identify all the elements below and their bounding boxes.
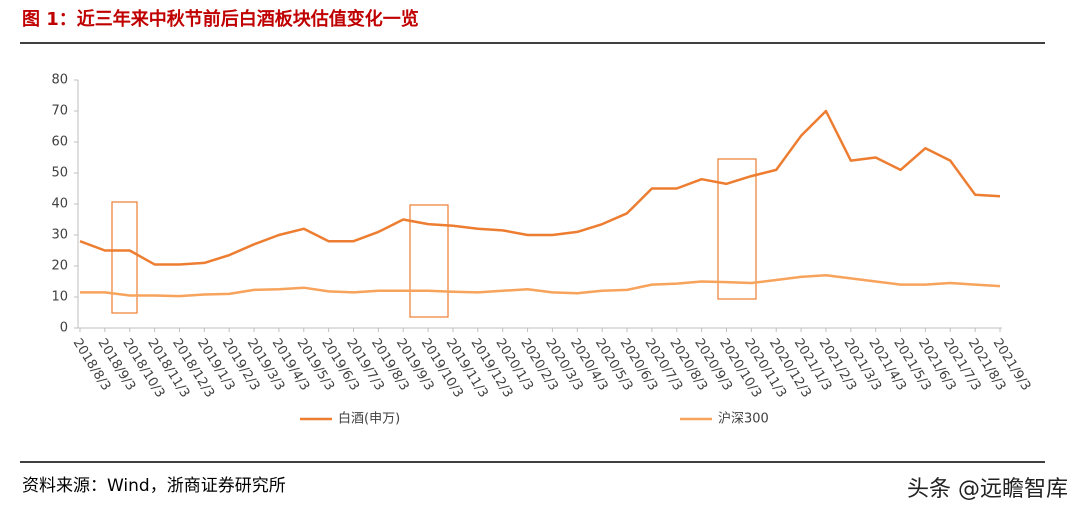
highlight-box — [111, 201, 138, 314]
y-tick-label: 10 — [51, 290, 68, 305]
line — [79, 109, 1001, 266]
highlight-box — [409, 204, 449, 318]
line — [80, 274, 1001, 298]
y-tick-label: 80 — [51, 73, 68, 88]
chart-title: 图 1：近三年来中秋节前后白酒板块估值变化一览 — [22, 8, 419, 30]
legend-label: 沪深300 — [718, 411, 769, 427]
legend-label: 白酒(申万) — [338, 411, 400, 427]
y-tick-label: 70 — [51, 104, 68, 119]
y-tick-label: 30 — [51, 228, 68, 243]
highlight-box — [717, 158, 757, 300]
source: 资料来源：Wind，浙商证券研究所 — [22, 476, 286, 496]
y-tick-label: 20 — [51, 259, 68, 274]
y-tick-label: 50 — [51, 166, 68, 181]
watermark: 头条 @远瞻智库 — [907, 477, 1068, 502]
y-tick-label: 40 — [51, 197, 68, 212]
y-tick-label: 60 — [51, 135, 68, 150]
y-tick-label: 0 — [60, 321, 68, 336]
